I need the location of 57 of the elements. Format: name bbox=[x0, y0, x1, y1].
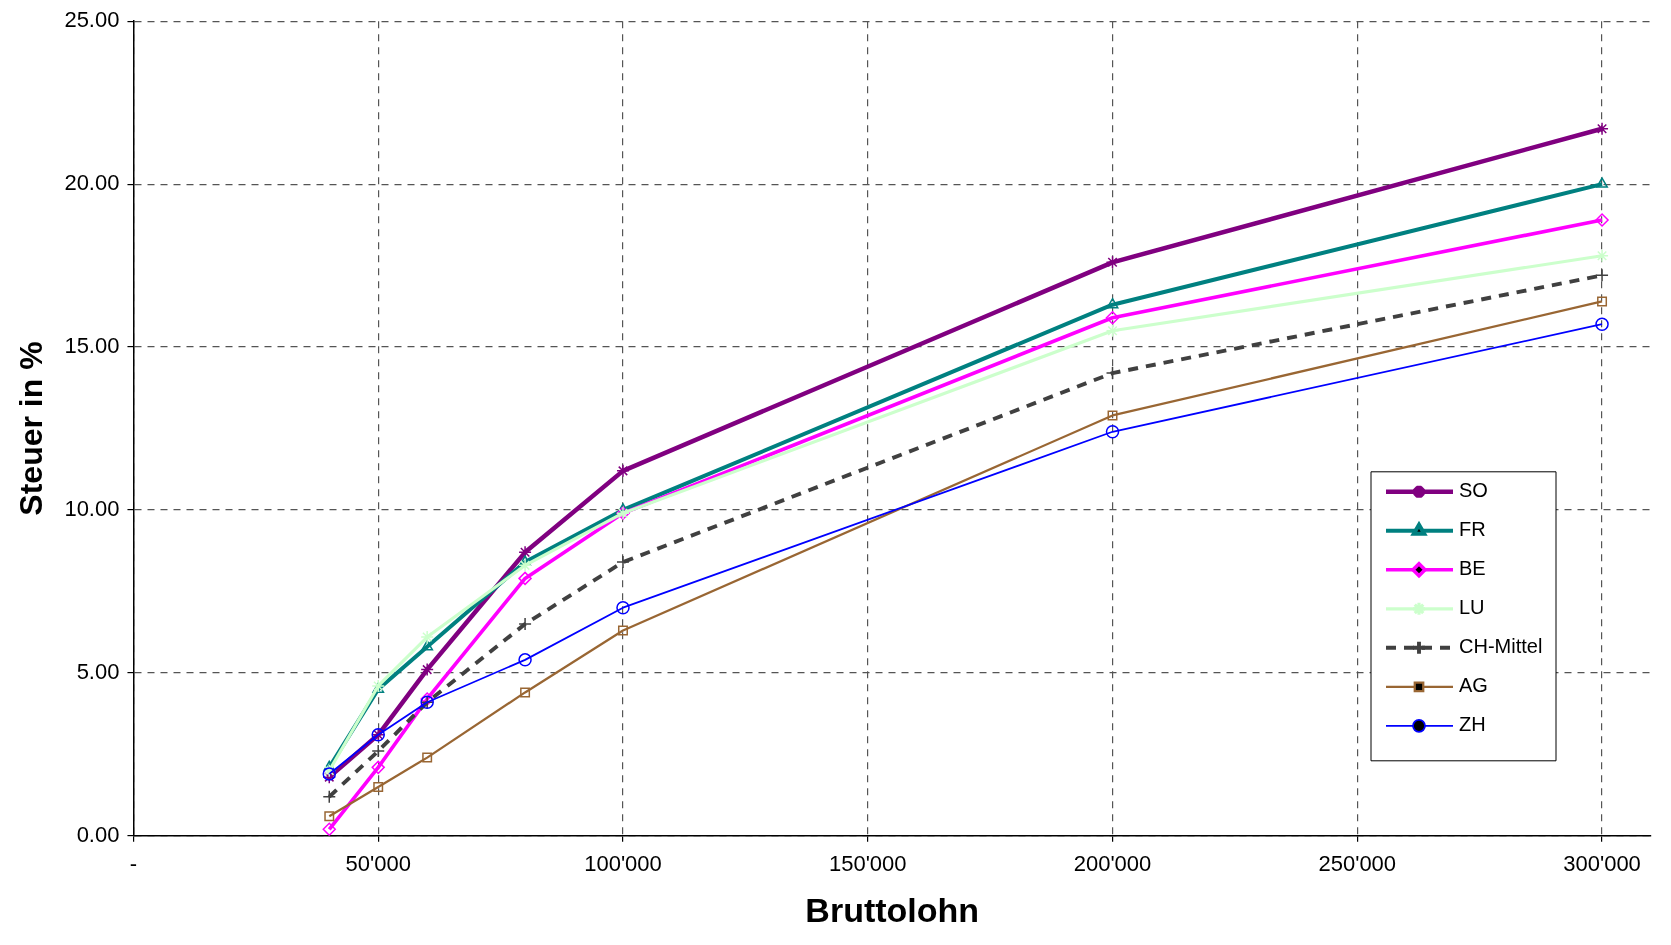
legend-label: SO bbox=[1459, 479, 1488, 502]
point bbox=[421, 640, 434, 651]
point bbox=[1595, 317, 1609, 331]
x-tick-label: 150'000 bbox=[828, 851, 907, 877]
legend-label: AG bbox=[1459, 674, 1488, 697]
point bbox=[322, 789, 337, 804]
point bbox=[1595, 121, 1609, 136]
point bbox=[1105, 324, 1120, 338]
y-tick-label: 10.00 bbox=[64, 496, 120, 522]
x-tick-label: 100'000 bbox=[584, 851, 662, 877]
point bbox=[616, 464, 630, 478]
legend-label: LU bbox=[1459, 596, 1485, 619]
point bbox=[420, 662, 434, 677]
point bbox=[518, 545, 532, 560]
point bbox=[1107, 410, 1118, 421]
legend-label: CH-Mittel bbox=[1459, 635, 1543, 658]
point bbox=[518, 571, 532, 586]
point bbox=[1105, 310, 1120, 325]
y-tick-label: 0.00 bbox=[76, 821, 120, 847]
x-tick-label: - bbox=[129, 851, 138, 877]
x-tick-label: 50'000 bbox=[345, 851, 411, 877]
point bbox=[371, 760, 385, 775]
point bbox=[324, 811, 335, 822]
point bbox=[616, 555, 630, 569]
point bbox=[617, 625, 628, 636]
point bbox=[1106, 297, 1119, 309]
point bbox=[420, 630, 434, 644]
point bbox=[519, 555, 532, 566]
point bbox=[518, 617, 532, 631]
point bbox=[422, 752, 433, 763]
x-axis-title: Bruttolohn bbox=[805, 890, 980, 929]
point bbox=[373, 781, 384, 792]
point bbox=[520, 687, 531, 698]
x-tick-label: 200'000 bbox=[1073, 851, 1152, 877]
legend-label: BE bbox=[1459, 557, 1486, 580]
point bbox=[1595, 213, 1609, 227]
legend-label: FR bbox=[1459, 518, 1486, 541]
point bbox=[1595, 249, 1609, 263]
y-tick-label: 15.00 bbox=[64, 333, 120, 359]
point bbox=[1596, 177, 1608, 188]
point bbox=[518, 653, 532, 667]
legend-label: ZH bbox=[1459, 713, 1486, 736]
point bbox=[1105, 255, 1120, 270]
x-tick-label: 250'000 bbox=[1318, 851, 1397, 877]
point bbox=[371, 744, 385, 758]
y-tick-label: 25.00 bbox=[64, 7, 120, 33]
point bbox=[518, 558, 532, 573]
y-tick-label: 5.00 bbox=[76, 658, 120, 684]
x-tick-label: 300'000 bbox=[1563, 851, 1641, 877]
point bbox=[1105, 425, 1120, 439]
point bbox=[1597, 296, 1608, 307]
point bbox=[1595, 268, 1609, 283]
point bbox=[322, 822, 337, 836]
y-tick-label: 20.00 bbox=[64, 170, 120, 196]
point bbox=[322, 763, 337, 778]
point bbox=[616, 600, 630, 615]
y-axis-title: Steuer in % bbox=[13, 341, 50, 516]
